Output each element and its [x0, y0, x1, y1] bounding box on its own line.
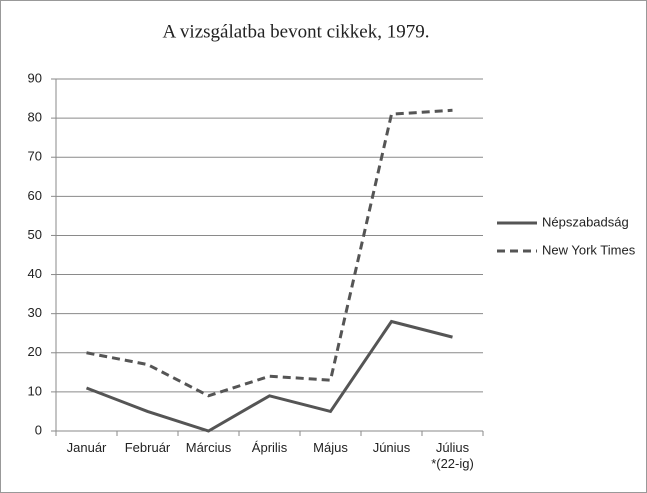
x-tick-label-box: Május [313, 440, 348, 455]
x-tick-label-box: Július *(22-ig) [431, 440, 474, 471]
x-tick-label: Február [124, 440, 171, 455]
y-tick-label: 60 [28, 188, 42, 203]
y-tick-label: 30 [28, 305, 42, 320]
y-tick-label: 70 [28, 149, 42, 164]
series-line [85, 319, 453, 433]
x-tick-label: Május [313, 440, 348, 455]
x-tick-label: Január [66, 440, 107, 455]
x-tick-label-box: Január [66, 440, 107, 455]
legend-label: New York Times [542, 242, 636, 257]
x-tick-label-box: Február [124, 440, 171, 455]
y-tick-label: 20 [28, 344, 42, 359]
chart-title: A vizsgálatba bevont cikkek, 1979. [163, 21, 430, 42]
x-tick-label-box: Április [251, 440, 288, 455]
x-tick-label-box: Június [372, 440, 411, 455]
y-tick-label: 90 [28, 70, 42, 85]
y-tick-label: 80 [28, 110, 42, 125]
x-tick-label: Június [372, 440, 411, 455]
y-tick-label: 10 [28, 383, 42, 398]
x-tick-label-box: Március [185, 440, 232, 455]
x-tick-label: Március [185, 440, 232, 455]
x-tick-label: Július *(22-ig) [431, 440, 474, 471]
y-tick-label: 40 [28, 266, 42, 281]
x-tick-label: Április [251, 440, 288, 455]
y-tick-label: 50 [28, 227, 42, 242]
y-tick-label: 0 [35, 422, 42, 437]
legend-label: Népszabadság [542, 214, 629, 229]
